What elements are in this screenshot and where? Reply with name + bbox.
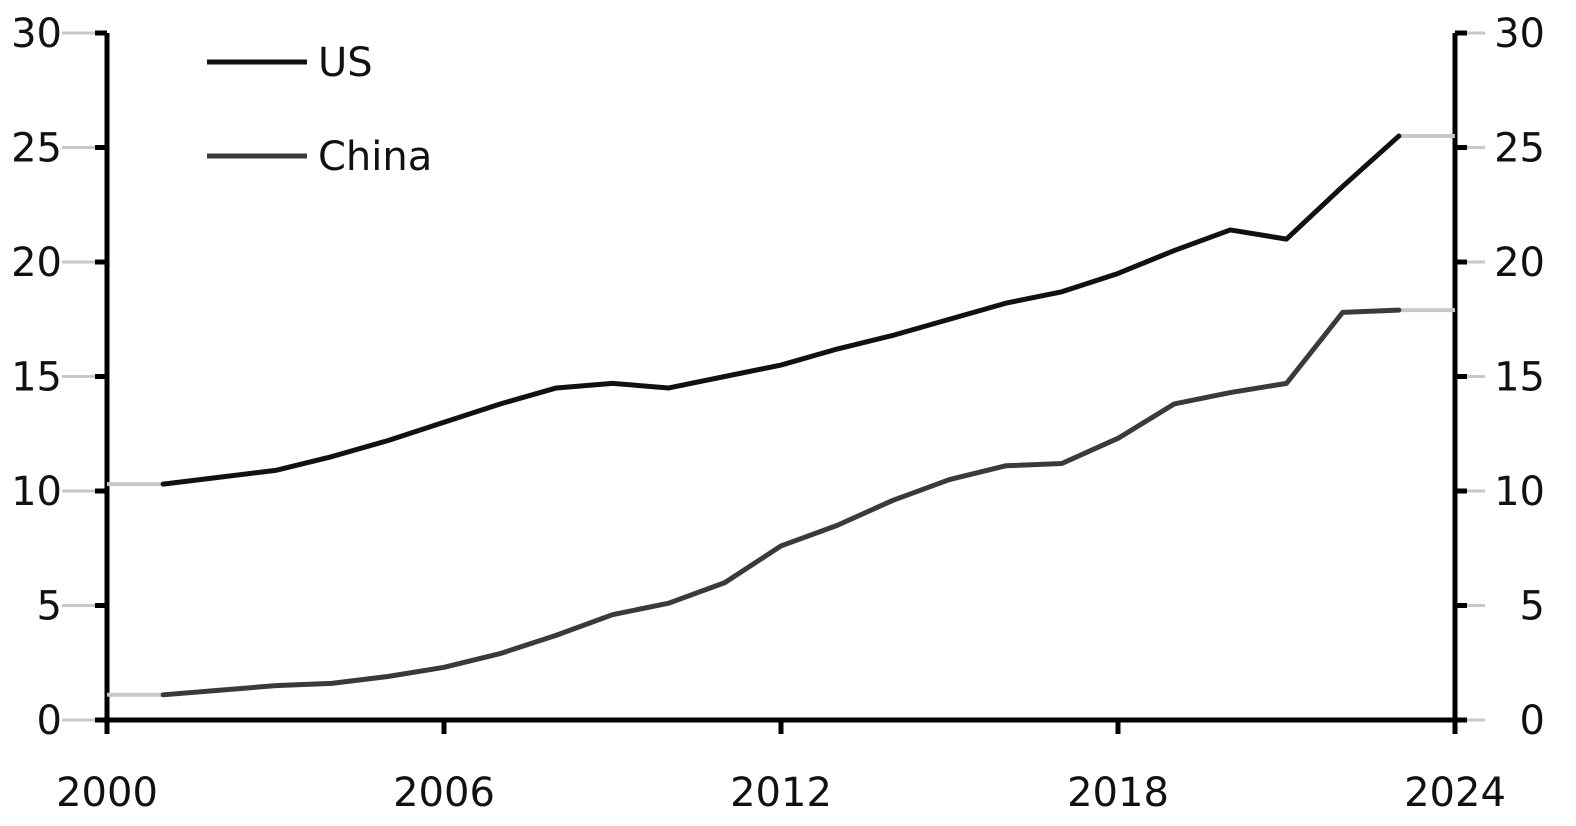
data-point-us	[161, 482, 165, 486]
data-point-china	[330, 681, 334, 685]
y-tick-label-left: 25	[11, 126, 62, 172]
data-point-us	[386, 439, 390, 443]
data-point-us	[723, 375, 727, 378]
y-tick-label-left: 15	[11, 355, 62, 401]
data-point-china	[498, 652, 502, 656]
data-point-china	[835, 523, 839, 527]
x-tick-label: 2000	[56, 770, 158, 816]
data-point-china	[274, 684, 277, 688]
data-point-china	[1341, 310, 1345, 314]
data-point-us	[498, 402, 502, 406]
legend: US China	[207, 40, 432, 180]
data-point-china	[1004, 464, 1008, 468]
data-point-us	[779, 363, 783, 367]
data-point-china	[442, 665, 446, 669]
data-point-us	[274, 468, 277, 472]
y-tick-label-right: 10	[1494, 469, 1545, 515]
data-point-china	[1116, 436, 1120, 440]
data-point-us	[1004, 301, 1008, 305]
data-point-china	[611, 613, 614, 617]
data-point-china	[217, 688, 221, 692]
y-tick-label-left: 30	[11, 11, 62, 57]
data-point-china	[1397, 308, 1401, 312]
data-point-us	[1228, 228, 1232, 232]
data-point-china	[723, 581, 727, 585]
data-point-china	[667, 601, 671, 605]
data-point-us	[330, 455, 334, 459]
data-point-us	[1397, 134, 1401, 138]
y-tick-label-left: 5	[37, 584, 62, 630]
y-tick-label-right: 5	[1520, 584, 1545, 630]
data-point-us	[891, 333, 895, 337]
data-point-us	[667, 386, 671, 390]
x-tick-label: 2024	[1404, 770, 1506, 816]
data-point-us	[1060, 290, 1064, 294]
data-point-us	[1172, 249, 1176, 253]
y-tick-label-left: 0	[37, 698, 62, 744]
y-tick-label-right: 15	[1494, 355, 1545, 401]
x-tick-label: 2006	[393, 770, 495, 816]
y-tick-label-right: 0	[1520, 698, 1545, 744]
data-point-us	[948, 317, 951, 321]
data-point-china	[386, 674, 390, 678]
ticks-layer: 0 5 10 15 20 25 30 0 5 10 15 20 25 30 2000 2006 2012 2018…	[11, 11, 1545, 816]
data-point-china	[948, 478, 951, 482]
data-point-china	[1172, 402, 1176, 406]
y-tick-label-right: 20	[1494, 240, 1545, 286]
y-tick-label-left: 20	[11, 240, 62, 286]
data-point-us	[1285, 237, 1288, 241]
legend-label-china: China	[318, 134, 432, 180]
data-point-china	[891, 498, 895, 502]
data-point-us	[835, 347, 839, 351]
data-point-china	[1285, 381, 1288, 385]
x-tick-label: 2018	[1067, 770, 1169, 816]
series-layer	[160, 133, 1402, 698]
series-line-china	[160, 307, 1402, 698]
series-line-us	[160, 133, 1402, 487]
data-point-china	[554, 633, 558, 637]
data-point-us	[217, 475, 221, 479]
legend-label-us: US	[318, 40, 373, 86]
y-tick-label-right: 30	[1494, 11, 1545, 57]
y-tick-label-right: 25	[1494, 126, 1545, 172]
x-tick-label: 2012	[730, 770, 832, 816]
data-point-us	[1341, 184, 1345, 188]
data-point-us	[554, 386, 558, 390]
y-tick-label-left: 10	[11, 469, 62, 515]
data-point-china	[1228, 391, 1232, 395]
data-point-us	[611, 381, 614, 385]
label-leaders-layer	[107, 134, 1455, 697]
data-point-china	[779, 544, 783, 548]
data-point-us	[442, 420, 446, 424]
data-point-us	[1116, 271, 1120, 275]
data-point-china	[1060, 462, 1064, 466]
data-point-china	[161, 693, 165, 697]
